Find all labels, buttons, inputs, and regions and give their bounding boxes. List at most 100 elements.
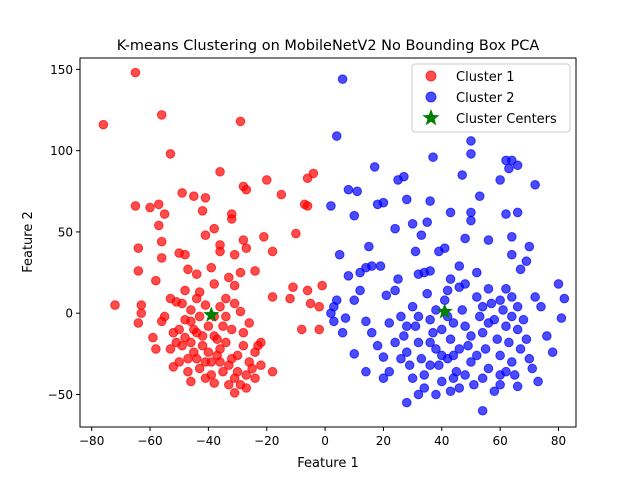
data-point-cluster-1: [218, 321, 228, 332]
data-point-cluster-2: [422, 217, 433, 227]
data-point-cluster-2: [495, 350, 505, 361]
data-point-cluster-1: [215, 301, 225, 312]
data-point-cluster-1: [235, 267, 246, 278]
data-point-cluster-2: [492, 334, 503, 345]
data-point-cluster-2: [390, 337, 400, 348]
data-point-cluster-2: [384, 318, 395, 328]
data-point-cluster-2: [504, 163, 514, 174]
data-point-cluster-2: [509, 370, 520, 380]
data-point-cluster-1: [244, 318, 255, 328]
data-point-cluster-2: [352, 186, 362, 197]
x-axis-label: Feature 1: [297, 456, 359, 471]
data-point-cluster-2: [349, 210, 360, 221]
data-point-cluster-2: [466, 357, 476, 367]
data-point-cluster-2: [413, 389, 424, 400]
data-point-cluster-1: [250, 373, 260, 384]
data-point-cluster-2: [331, 295, 342, 306]
data-point-cluster-2: [474, 311, 485, 322]
data-point-cluster-2: [515, 344, 526, 354]
data-point-cluster-1: [174, 357, 184, 367]
data-point-cluster-1: [221, 311, 231, 322]
data-point-cluster-2: [378, 373, 389, 384]
data-point-cluster-1: [256, 360, 266, 371]
data-point-cluster-2: [495, 295, 505, 306]
data-point-cluster-2: [372, 199, 383, 210]
data-point-cluster-1: [212, 334, 222, 345]
data-point-cluster-2: [381, 290, 392, 301]
data-point-cluster-1: [317, 280, 327, 291]
data-point-cluster-1: [197, 340, 208, 351]
data-point-cluster-1: [188, 191, 199, 201]
data-point-cluster-2: [425, 196, 435, 206]
data-point-cluster-1: [180, 314, 190, 325]
data-point-cluster-1: [110, 300, 120, 310]
data-point-cluster-2: [466, 207, 476, 218]
data-point-cluster-2: [355, 285, 365, 296]
data-point-cluster-2: [445, 274, 456, 284]
data-point-cluster-1: [314, 324, 325, 335]
data-point-cluster-1: [226, 324, 237, 335]
legend-star-shape: [422, 109, 440, 126]
data-point-cluster-2: [349, 349, 360, 359]
legend-box: [411, 63, 571, 133]
data-point-cluster-2: [436, 324, 447, 335]
legend-label-cluster-1: Cluster 1: [456, 70, 515, 85]
data-point-cluster-2: [372, 340, 383, 351]
data-point-cluster-1: [177, 188, 187, 198]
data-point-cluster-1: [238, 327, 249, 338]
data-point-cluster-1: [206, 262, 217, 273]
data-point-cluster-2: [337, 327, 348, 338]
data-point-cluster-1: [261, 175, 272, 185]
data-point-cluster-1: [209, 378, 220, 388]
cluster-center-star: [203, 306, 220, 322]
data-point-cluster-2: [448, 318, 459, 328]
data-point-cluster-1: [194, 311, 205, 322]
data-point-cluster-2: [445, 386, 456, 397]
data-point-cluster-2: [512, 301, 523, 312]
data-point-cluster-1: [215, 246, 225, 257]
data-point-cluster-2: [460, 370, 470, 380]
data-point-cluster-2: [428, 327, 438, 338]
data-point-cluster-1: [177, 298, 187, 309]
data-point-cluster-2: [413, 311, 424, 322]
data-point-cluster-2: [401, 194, 412, 205]
data-point-cluster-1: [165, 344, 176, 354]
cluster-center-star: [436, 303, 453, 319]
data-point-cluster-2: [524, 353, 535, 364]
data-point-cluster-2: [474, 191, 485, 201]
data-point-cluster-2: [407, 219, 418, 229]
y-tick-label: 0: [65, 307, 73, 321]
data-point-cluster-2: [393, 274, 403, 284]
x-tick-label: 40: [434, 434, 449, 448]
plot-border: [79, 57, 577, 428]
data-point-cluster-1: [151, 275, 161, 286]
x-tick-label: 80: [551, 434, 566, 448]
x-tick-label: 20: [376, 434, 391, 448]
data-point-cluster-2: [442, 285, 453, 296]
data-point-cluster-1: [183, 366, 193, 377]
data-point-cluster-2: [334, 249, 345, 260]
data-point-cluster-1: [209, 279, 220, 289]
data-point-cluster-2: [445, 207, 456, 218]
data-point-cluster-2: [512, 381, 523, 392]
data-point-cluster-1: [291, 228, 301, 239]
data-point-cluster-2: [404, 360, 415, 371]
data-point-cluster-2: [349, 295, 360, 306]
data-point-cluster-1: [200, 230, 211, 240]
data-point-cluster-2: [413, 269, 424, 280]
data-point-cluster-2: [436, 350, 447, 361]
data-point-cluster-2: [431, 344, 441, 354]
data-point-cluster-2: [477, 327, 488, 338]
data-point-cluster-1: [136, 300, 147, 310]
data-point-cluster-2: [460, 233, 470, 244]
data-point-cluster-1: [130, 201, 141, 211]
data-point-cluster-1: [194, 363, 205, 374]
data-point-cluster-2: [524, 241, 535, 252]
data-point-cluster-2: [445, 334, 456, 345]
data-point-cluster-2: [507, 232, 517, 242]
data-point-cluster-1: [159, 209, 170, 219]
data-point-cluster-1: [302, 285, 313, 296]
legend: Cluster 1 Cluster 2 Cluster Centers: [411, 63, 571, 133]
y-tick-label: 50: [58, 225, 73, 239]
data-point-cluster-1: [288, 282, 298, 293]
